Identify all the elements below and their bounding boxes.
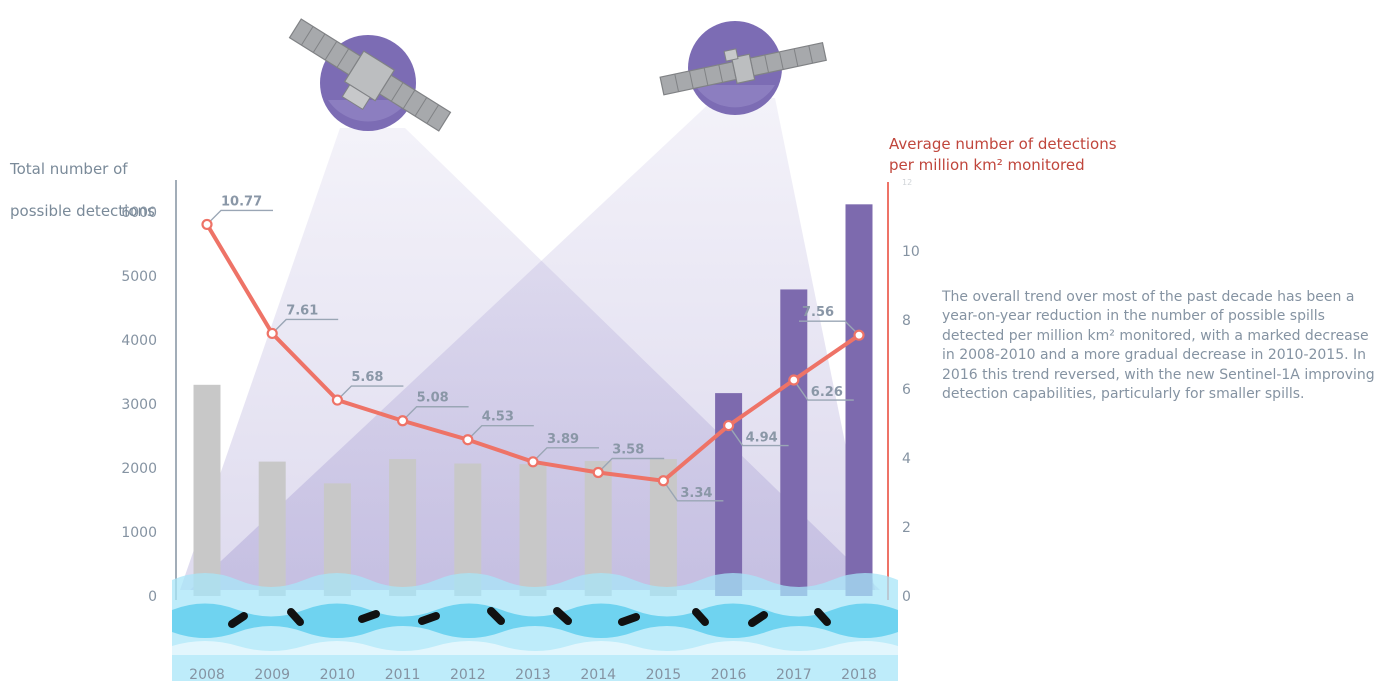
x-axis-tick-label: 2017 — [776, 667, 812, 681]
right-axis-tick-label: 12 — [902, 178, 912, 187]
line-point — [527, 456, 539, 468]
x-axis-tick-label: 2013 — [515, 667, 551, 681]
water-waves-icon — [172, 573, 898, 681]
x-axis-tick-label: 2016 — [711, 667, 747, 681]
right-axis: 0 2 4 6 8 10 12 — [887, 178, 920, 605]
line-series: 10.77 7.61 5.68 5.08 4.53 3.89 3.58 3.34 4.94 6.2… — [201, 194, 865, 502]
line-point — [397, 415, 409, 427]
line-point — [722, 419, 735, 432]
data-label: 10.77 — [221, 194, 262, 209]
left-axis-tick-label: 4000 — [121, 333, 157, 349]
line-point — [462, 434, 474, 446]
right-axis-tick-label: 2 — [902, 520, 911, 536]
left-axis-tick-label: 6000 — [121, 205, 157, 221]
line-point — [201, 218, 213, 231]
data-label: 7.56 — [802, 305, 834, 320]
left-axis-tick-label: 5000 — [121, 269, 157, 285]
data-label-leader — [799, 320, 860, 336]
left-axis-tick-label: 2000 — [121, 461, 157, 477]
data-label: 4.94 — [746, 431, 778, 446]
bar — [389, 459, 417, 596]
line-point — [592, 466, 604, 479]
satellite-icon — [659, 21, 827, 115]
left-axis-tick-label: 3000 — [121, 397, 157, 413]
data-label: 6.26 — [811, 385, 843, 400]
right-axis-tick-label: 10 — [902, 244, 920, 260]
x-axis-tick-label: 2014 — [580, 667, 616, 681]
right-axis-title-line: Average number of detections — [889, 135, 1117, 153]
x-axis-tick-label: 2011 — [385, 667, 421, 681]
right-axis-tick-label: 6 — [902, 382, 911, 398]
data-label: 7.61 — [286, 303, 318, 318]
data-label: 5.68 — [351, 370, 383, 385]
satellite-icon — [288, 18, 452, 132]
left-axis-title-line: possible detections — [10, 202, 155, 220]
x-axis-tick-label: 2018 — [841, 667, 877, 681]
right-axis-title-line: per million km² monitored — [889, 156, 1085, 174]
data-label: 4.53 — [482, 410, 514, 425]
line-point — [788, 374, 800, 386]
data-label-leader — [728, 425, 789, 447]
bar — [193, 384, 221, 596]
data-label-leader — [336, 385, 404, 401]
data-label: 3.58 — [612, 442, 644, 457]
x-axis-tick-label: 2012 — [450, 667, 486, 681]
oil-spill-icon — [228, 607, 831, 628]
data-label-leader — [467, 425, 534, 441]
x-axis-tick-label: 2009 — [254, 667, 290, 681]
left-axis: 0 1000 2000 3000 4000 5000 6000 — [121, 180, 177, 605]
data-label: 3.89 — [547, 432, 579, 447]
line-point — [657, 475, 670, 487]
right-axis-tick-label: 4 — [902, 451, 911, 467]
data-label-leader — [206, 209, 273, 225]
data-label-leader — [271, 318, 339, 334]
data-label-leader — [662, 480, 724, 502]
data-label: 3.34 — [680, 486, 712, 501]
data-label: 5.08 — [417, 391, 449, 406]
chart-caption: The overall trend over most of the past … — [942, 289, 1375, 403]
left-axis-title: Total number of possible detections — [10, 138, 155, 222]
left-axis-tick-label: 1000 — [121, 525, 157, 541]
data-label-leader — [402, 406, 469, 422]
right-axis-tick-label: 0 — [902, 589, 911, 605]
x-axis-tick-label: 2010 — [320, 667, 356, 681]
data-label-leader — [793, 379, 854, 401]
data-label-leader — [597, 457, 665, 473]
x-axis-tick-label: 2008 — [189, 667, 225, 681]
x-axis-labels: 2008 2009 2010 2011 2012 2013 2014 2015 2016 2017… — [189, 667, 877, 681]
right-axis-title: Average number of detections per million… — [889, 134, 1117, 176]
left-axis-tick-label: 0 — [148, 589, 157, 605]
bar — [780, 289, 808, 596]
line-point — [331, 394, 343, 406]
x-axis-tick-label: 2015 — [646, 667, 682, 681]
right-axis-tick-label: 8 — [902, 313, 911, 329]
data-label-leader — [532, 447, 599, 463]
satellite-beam-right — [190, 98, 875, 590]
bar — [258, 461, 286, 596]
bar — [519, 464, 547, 596]
line-point — [853, 329, 865, 341]
line-point — [266, 327, 278, 340]
left-axis-title-line: Total number of — [10, 160, 128, 178]
